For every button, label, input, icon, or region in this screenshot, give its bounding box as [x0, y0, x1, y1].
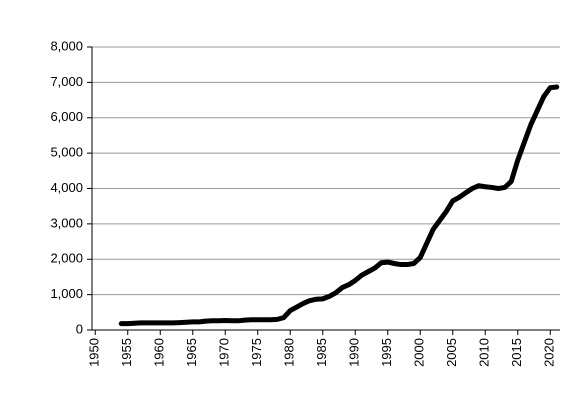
- x-tick-label: 1990: [347, 338, 362, 367]
- x-tick-label: 2010: [477, 338, 492, 367]
- x-tick-label: 1985: [314, 338, 329, 367]
- x-tick-label: 1965: [184, 338, 199, 367]
- y-tick-label: 4,000: [50, 180, 83, 195]
- y-tick-label: 1,000: [50, 286, 83, 301]
- x-tick-label: 1995: [379, 338, 394, 367]
- x-tick-label: 2020: [542, 338, 557, 367]
- x-tick-label: 1955: [119, 338, 134, 367]
- x-tick-label: 1970: [217, 338, 232, 367]
- x-tick-label: 2000: [412, 338, 427, 367]
- y-tick-label: 2,000: [50, 251, 83, 266]
- x-tick-label: 1980: [282, 338, 297, 367]
- y-tick-label: 8,000: [50, 38, 83, 53]
- y-tick-label: 5,000: [50, 145, 83, 160]
- y-tick-label: 3,000: [50, 215, 83, 230]
- x-tick-label: 1960: [152, 338, 167, 367]
- line: [118, 84, 560, 327]
- y-tick-label: 6,000: [50, 109, 83, 124]
- x-tick-label: 2005: [444, 338, 459, 367]
- y-tick-label: 7,000: [50, 74, 83, 89]
- y-tick-label: 0: [76, 321, 83, 336]
- x-tick-label: 1950: [87, 338, 102, 367]
- x-tick-label: 1975: [249, 338, 264, 367]
- x-tick-label: 2015: [509, 338, 524, 367]
